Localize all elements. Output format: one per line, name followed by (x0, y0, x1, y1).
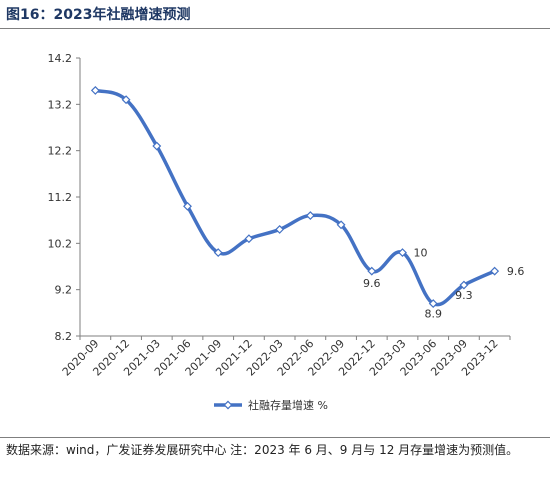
data-point (490, 266, 500, 276)
bottom-rule (0, 437, 550, 438)
y-tick-label: 12.2 (48, 145, 73, 158)
data-point (336, 220, 346, 230)
data-point (183, 201, 192, 211)
y-tick-labels: 8.2 9.2 10.2 11.2 12.2 13.2 14.2 (48, 52, 80, 343)
y-tick-label: 9.2 (55, 284, 73, 297)
top-rule (0, 28, 550, 29)
data-point (428, 299, 438, 309)
legend-label: 社融存量增速 % (248, 398, 328, 412)
y-tick-label: 14.2 (48, 52, 73, 65)
data-label: 10 (414, 247, 428, 260)
legend-marker (223, 400, 233, 410)
data-labels: 9.6 10 8.9 9.3 9.6 (363, 247, 524, 321)
line-chart: 8.2 9.2 10.2 11.2 12.2 13.2 14.2 2020-092020-1… (48, 52, 525, 412)
data-point (275, 224, 285, 234)
chart-axes (79, 58, 510, 337)
legend: 社融存量增速 % (214, 398, 328, 412)
y-tick-label: 8.2 (55, 330, 73, 343)
source-note: 数据来源：wind，广发证券发展研究中心 注：2023 年 6 月、9 月与 1… (6, 443, 519, 457)
data-point (244, 234, 254, 244)
series-line (94, 88, 496, 307)
data-label: 9.6 (363, 277, 381, 290)
data-point (121, 95, 131, 105)
data-label: 9.3 (455, 289, 473, 302)
data-point (213, 248, 223, 258)
y-tick-label: 10.2 (48, 237, 73, 250)
figure-title: 图16：2023年社融增速预测 (6, 7, 191, 23)
data-point (90, 85, 100, 95)
data-point (398, 248, 407, 258)
data-label: 8.9 (424, 308, 442, 321)
x-tick-labels: 2020-092020-122021-032021-062021-092021-… (60, 336, 511, 379)
y-tick-label: 13.2 (48, 98, 73, 111)
y-tick-label: 11.2 (48, 191, 73, 204)
data-point (152, 141, 162, 151)
data-point (367, 266, 377, 276)
data-point (305, 211, 315, 220)
data-label: 9.6 (507, 265, 525, 278)
data-point (459, 280, 469, 290)
series-group (90, 85, 500, 309)
